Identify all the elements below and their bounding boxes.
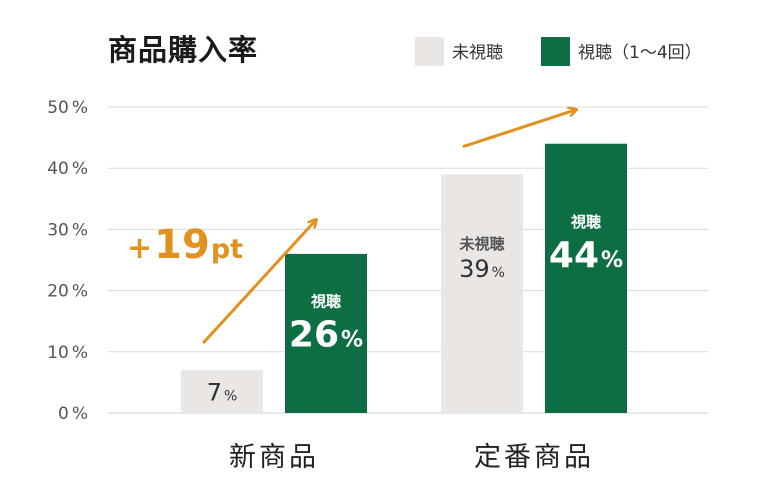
bar-value-label: 39% [459, 255, 505, 283]
bar-labels: 7 % 視聴 26% 未視聴 39 % 視聴 44% [207, 213, 623, 406]
x-category-label: 新商品 [229, 442, 319, 473]
bar [285, 253, 367, 413]
y-tick-label: 40% [47, 159, 88, 179]
y-tick-label: 0% [58, 404, 88, 424]
trend-arrow [202, 220, 316, 344]
chart-title: 商品購入率 [108, 33, 258, 67]
y-tick-label: 50% [47, 98, 88, 118]
legend-label: 視聴（1〜4回） [578, 43, 702, 63]
y-tick-label: 10% [47, 343, 88, 363]
bar-series-label: 視聴 [570, 213, 601, 231]
legend-label: 未視聴 [452, 43, 503, 63]
trend-arrows [202, 110, 576, 344]
x-category-label: 定番商品 [474, 442, 594, 473]
bar [545, 143, 627, 413]
bars [181, 143, 627, 413]
trend-arrow [462, 110, 576, 148]
bar-value-label: 7% [207, 379, 238, 407]
bar [181, 370, 263, 413]
legend: 未視聴 視聴（1〜4回） [415, 37, 702, 66]
legend-swatch [541, 37, 570, 66]
legend-item: 未視聴 [415, 37, 503, 66]
y-tick-label: 20% [47, 282, 88, 302]
y-axis-ticks: 0 % 10 % 20 % 30 % 40 % 50% [47, 98, 88, 424]
legend-swatch [415, 37, 444, 66]
bar [441, 174, 523, 413]
x-axis-categories: 新商品 定番商品 [229, 442, 594, 473]
gap-annotation-label: +19pt [127, 222, 243, 268]
bar-series-label: 視聴 [310, 292, 341, 310]
legend-item: 視聴（1〜4回） [541, 37, 702, 66]
gap-annotation: +19pt [127, 222, 243, 268]
bar-series-label: 未視聴 [458, 235, 504, 253]
bar-value-label: 44% [549, 235, 623, 276]
y-tick-label: 30% [47, 220, 88, 240]
bar-value-label: 26% [289, 314, 363, 355]
